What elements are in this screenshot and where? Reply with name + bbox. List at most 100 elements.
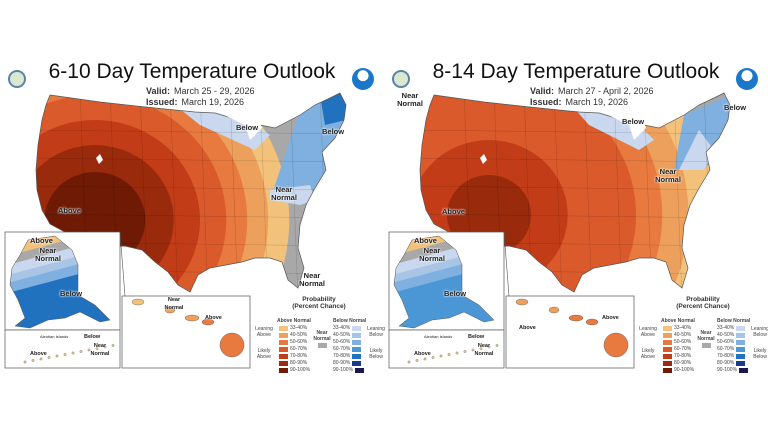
aleutian-island [111, 344, 115, 347]
map-label-conus-below-lakes: Below [236, 123, 259, 132]
legend-swatch [279, 339, 288, 345]
legend-below-row: 33-40% [333, 325, 366, 331]
map-label-hi-above: Above [205, 315, 222, 321]
legend-swatch [663, 339, 672, 345]
aleutian-island [79, 350, 83, 353]
legend-range: 50-60% [333, 339, 351, 345]
legend-above-row: 70-80% [277, 353, 311, 359]
aleutian-island [47, 356, 51, 359]
issued-date: Issued: March 19, 2026 [146, 97, 244, 107]
legend-range: 80-90% [290, 360, 308, 366]
legend-likely-above: Likely Above [256, 348, 272, 360]
hawaii-island [219, 332, 245, 358]
hawaii-island [585, 318, 599, 326]
aleutian-island [55, 354, 59, 358]
legend-range: 70-80% [290, 353, 308, 359]
aleutian-island [31, 359, 35, 362]
legend-swatch [663, 353, 672, 359]
legend-range: 33-40% [333, 325, 351, 331]
outlook-8-14-day: 8-14 Day Temperature Outlook Valid: March … [384, 0, 768, 432]
legend-range: 33-40% [290, 325, 308, 331]
state-line [36, 185, 346, 191]
map-label-aleut-below: Below [468, 334, 485, 340]
issued-date: Issued: March 19, 2026 [530, 97, 628, 107]
conus-outline [35, 92, 347, 293]
map-label-ak-near: Near Normal [419, 246, 445, 263]
legend-below-column: Below Normal 33-40% 40-50% 50-60% 60-70% 70-8… [333, 318, 366, 374]
map-label-conus-below-lakes: Below [622, 117, 645, 126]
issued-label: Issued: [146, 97, 178, 107]
map-label-aleut-above: Above [414, 351, 431, 357]
alaska-outline [9, 235, 111, 329]
legend-swatch [736, 339, 746, 345]
legend-range: 80-90% [333, 360, 351, 366]
legend-range: 50-60% [290, 339, 308, 345]
state-line [420, 213, 730, 219]
legend-swatch [736, 325, 746, 331]
legend-range: 40-50% [674, 332, 692, 338]
legend-leaning-above: Leaning Above [255, 326, 273, 338]
legend-swatch [663, 367, 672, 373]
legend-above-header: Above Normal [661, 318, 695, 324]
aleutian-island [103, 345, 107, 349]
map-label-ak-near: Near Normal [35, 246, 61, 263]
aleutian-island [487, 345, 491, 349]
legend-above-row: 70-80% [661, 353, 695, 359]
legend-range: 70-80% [717, 353, 735, 359]
legend-range: 33-40% [717, 325, 735, 331]
aleutian-island [431, 356, 435, 359]
valid-label: Valid: [146, 86, 171, 96]
legend-near-swatch [701, 343, 711, 348]
legend-below-row: 70-80% [717, 353, 750, 359]
below-normal-band [270, 185, 315, 205]
map-label-conus-below-ne: Below [322, 127, 345, 136]
probability-legend: Probability (Percent Chance) Above Normal 3… [255, 296, 385, 373]
hawaii-island [184, 314, 200, 322]
map-label-ak-below: Below [60, 289, 83, 298]
aleutian-island [471, 348, 475, 352]
aleutian-island [479, 347, 483, 350]
map-label-hi-near: Near Normal [164, 297, 184, 311]
outlook-title: 8-14 Day Temperature Outlook [432, 60, 720, 83]
outlook-6-10-day: 6-10 Day Temperature Outlook Valid: March … [4, 60, 385, 373]
map-label-conus-below-ne: Below [724, 103, 747, 112]
noaa-logo [736, 68, 758, 90]
hawaii-inset [505, 295, 635, 369]
legend-range: 90-100% [333, 367, 354, 373]
aleutian-island [23, 360, 27, 364]
legend-swatch [736, 332, 746, 338]
noaa-logo [352, 68, 374, 90]
below-normal-band [679, 130, 714, 170]
hawaii-island [201, 318, 215, 326]
legend-above-row: 40-50% [277, 332, 311, 338]
legend-near-normal: Near Normal [697, 330, 715, 349]
legend-swatch [352, 353, 362, 359]
map-label-aleut-islands: Aleutian Islands [424, 334, 453, 339]
legend-near-label: Near Normal [313, 330, 331, 342]
map-label-aleut-below: Below [84, 334, 101, 340]
conus-map [36, 93, 346, 292]
legend-range: 70-80% [674, 353, 692, 359]
issued-value: March 19, 2026 [565, 97, 629, 107]
aleutian-island [95, 347, 99, 350]
legend-below-row: 50-60% [333, 339, 366, 345]
outlook-title: 6-10 Day Temperature Outlook [48, 60, 336, 83]
aleutian-island [87, 348, 91, 352]
legend-below-row: 40-50% [333, 332, 366, 338]
legend-above-column: Above Normal 33-40% 40-50% 50-60% 60-70% 70-8… [661, 318, 695, 374]
legend-above-column: Above Normal 33-40% 40-50% 50-60% 60-70% 70-8… [277, 318, 311, 374]
legend-likely-above: Likely Above [640, 348, 656, 360]
legend-swatch [663, 346, 672, 352]
alaska-outline [393, 235, 495, 329]
legend-swatch [352, 346, 362, 352]
legend-near-normal: Near Normal [313, 330, 331, 349]
legend-swatch [663, 360, 672, 366]
aleutian-island [39, 357, 43, 361]
map-label-conus-near-fl: Near Normal [299, 271, 325, 288]
legend-range: 33-40% [674, 325, 692, 331]
legend-swatch [279, 332, 288, 338]
state-line [36, 157, 346, 163]
legend-swatch [739, 367, 749, 373]
aleutian-island [455, 351, 459, 355]
issued-label: Issued: [530, 97, 562, 107]
